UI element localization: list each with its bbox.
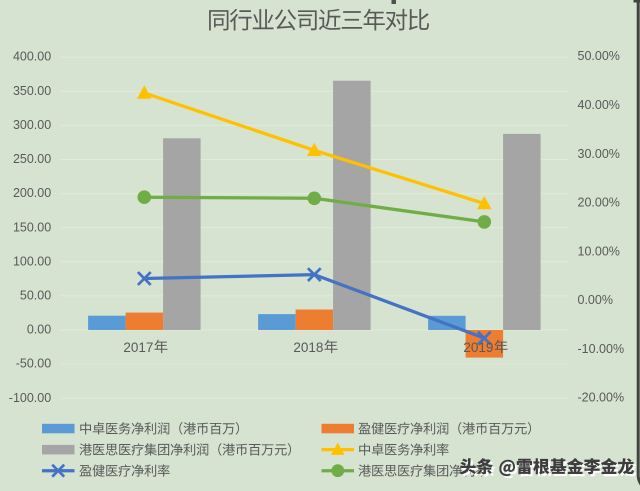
svg-text:10.00%: 10.00% — [578, 244, 620, 258]
svg-text:100.00: 100.00 — [13, 254, 51, 268]
svg-text:-100.00: -100.00 — [9, 391, 51, 405]
svg-text:2018: 2018 — [293, 340, 323, 355]
svg-text:-50.00: -50.00 — [16, 357, 51, 371]
svg-text:0.00%: 0.00% — [578, 293, 613, 307]
svg-text:2017: 2017 — [123, 340, 153, 355]
svg-text:-20.00%: -20.00% — [578, 391, 625, 405]
svg-text:50.00: 50.00 — [20, 289, 51, 303]
svg-text:0.00: 0.00 — [27, 323, 51, 337]
svg-text:350.00: 350.00 — [13, 84, 51, 98]
svg-text:30.00%: 30.00% — [578, 147, 620, 161]
svg-text:50.00%: 50.00% — [578, 49, 620, 63]
svg-text:20.00%: 20.00% — [578, 196, 620, 210]
svg-text:300.00: 300.00 — [13, 118, 51, 132]
svg-text:150.00: 150.00 — [13, 220, 51, 234]
svg-text:400.00: 400.00 — [13, 50, 51, 64]
svg-text:2019: 2019 — [463, 340, 493, 355]
svg-text:40.00%: 40.00% — [578, 98, 620, 112]
svg-text:250.00: 250.00 — [13, 152, 51, 166]
svg-text:-10.00%: -10.00% — [578, 342, 625, 356]
svg-text:200.00: 200.00 — [13, 186, 51, 200]
